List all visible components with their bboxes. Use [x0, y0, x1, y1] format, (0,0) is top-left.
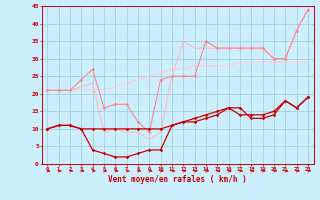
X-axis label: Vent moyen/en rafales ( km/h ): Vent moyen/en rafales ( km/h ) — [108, 175, 247, 184]
